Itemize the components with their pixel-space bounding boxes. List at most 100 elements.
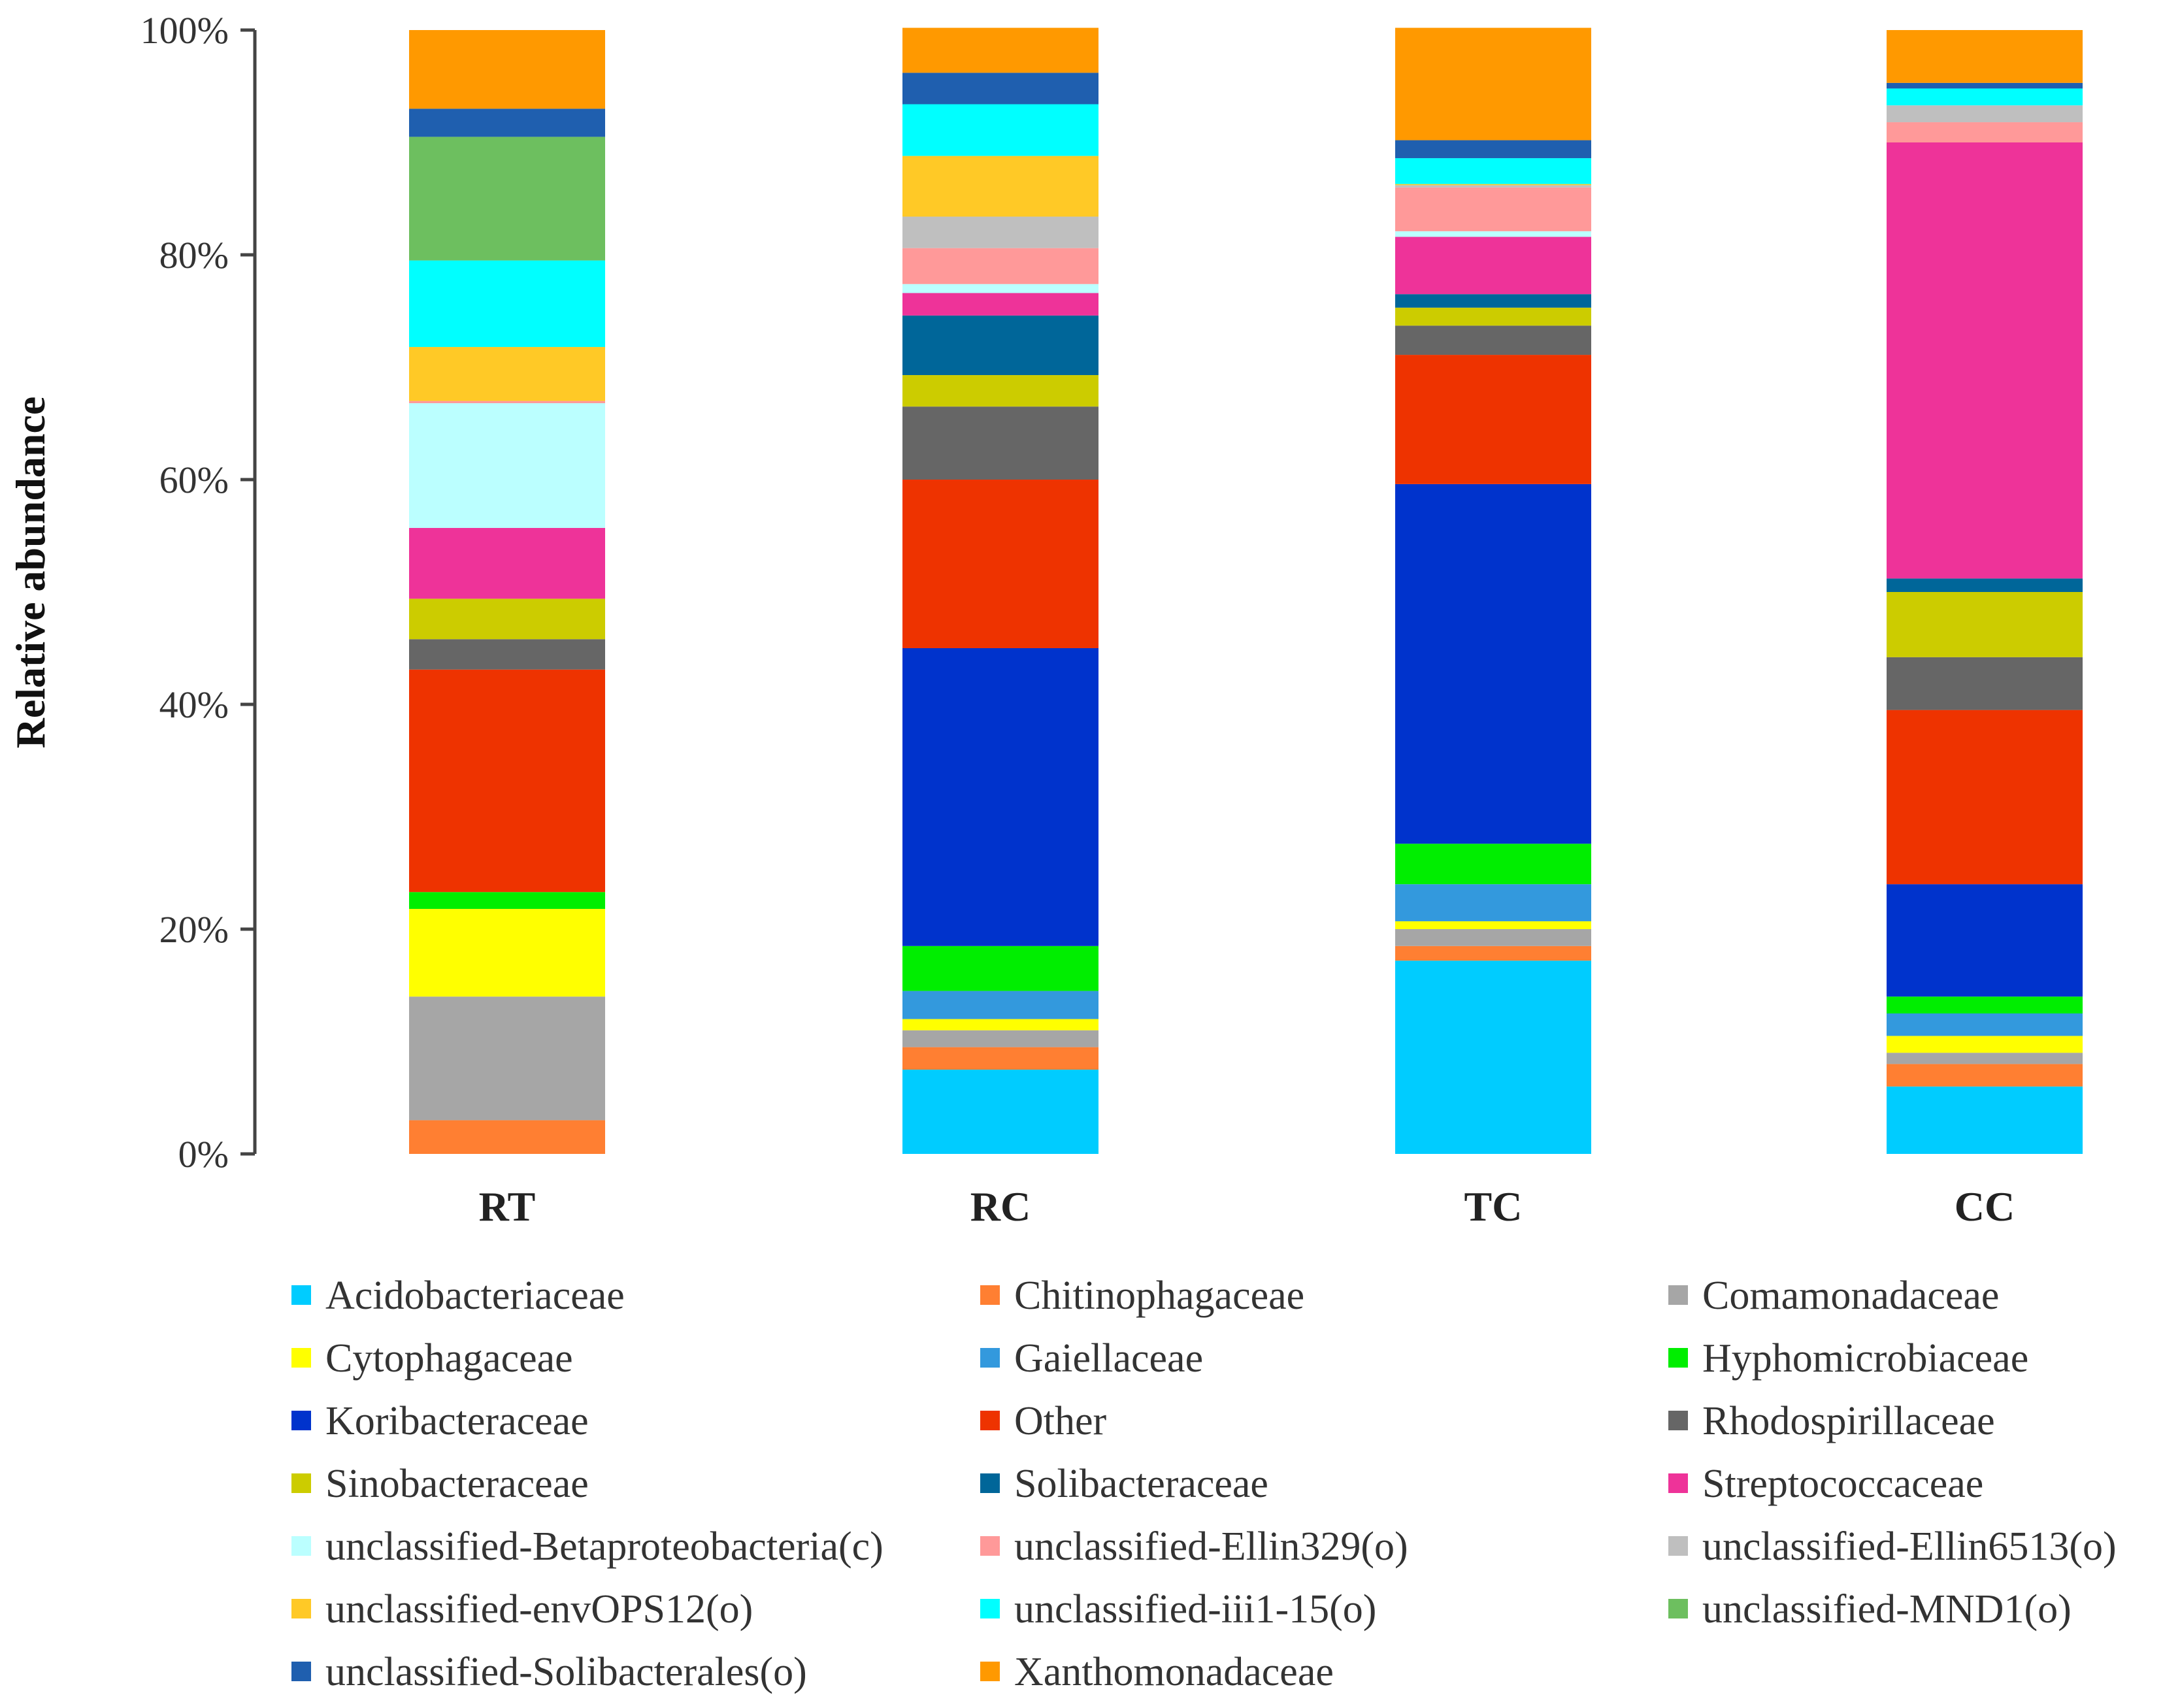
legend-swatch — [291, 1348, 311, 1368]
legend-label: Solibacteraceae — [1014, 1462, 1268, 1506]
bar-segment — [1395, 355, 1591, 484]
legend: Acidobacteriaceae Chitinophagaceae Comamon… — [291, 1273, 2117, 1694]
legend-label: unclassified-Solibacterales(o) — [325, 1650, 807, 1694]
legend-swatch — [1668, 1348, 1688, 1368]
legend-swatch — [980, 1348, 1000, 1368]
bar-segment — [409, 892, 605, 910]
legend-label: unclassified-envOPS12(o) — [325, 1587, 753, 1632]
bar-segment — [1395, 27, 1591, 140]
bar-segment — [902, 284, 1098, 293]
bar-segment — [1395, 158, 1591, 184]
bar-segment — [1887, 105, 2083, 123]
y-tick-label: 0% — [178, 1133, 229, 1175]
bar-segment — [902, 648, 1098, 946]
y-tick-label: 100% — [140, 9, 229, 52]
bars — [409, 27, 2083, 1154]
bar-segment — [1395, 844, 1591, 885]
bar-segment — [1887, 1064, 2083, 1087]
legend-swatch — [1668, 1411, 1688, 1430]
bar-segment — [409, 347, 605, 401]
bar-segment — [902, 248, 1098, 284]
legend-label: Comamonadaceae — [1702, 1273, 1999, 1318]
legend-label: unclassified-iii1-15(o) — [1014, 1587, 1376, 1632]
x-category-label: CC — [1955, 1183, 2015, 1230]
bar-segment — [409, 137, 605, 261]
bar-segment — [902, 480, 1098, 648]
legend-swatch — [291, 1411, 311, 1430]
legend-label: Koribacteraceae — [325, 1399, 589, 1443]
x-axis-categories: RT RC TC CC — [479, 1183, 2015, 1230]
bar-segment — [1395, 231, 1591, 237]
bar-segment — [902, 991, 1098, 1019]
legend-label: Chitinophagaceae — [1014, 1273, 1304, 1318]
bar-segment — [409, 30, 605, 109]
bar-segment — [409, 401, 605, 404]
bar-segment — [1395, 184, 1591, 186]
y-tick-label: 60% — [159, 459, 229, 501]
bar-segment — [1395, 237, 1591, 295]
legend-label: Streptococcaceae — [1702, 1462, 1983, 1506]
legend-swatch — [980, 1473, 1000, 1493]
bar-segment — [1887, 30, 2083, 83]
bar-segment — [902, 1019, 1098, 1030]
bar-segment — [409, 639, 605, 670]
bar-segment — [1887, 578, 2083, 592]
bar-segment — [1887, 657, 2083, 710]
bar-segment — [1887, 122, 2083, 142]
bar-segment — [1887, 996, 2083, 1013]
y-tick-label: 40% — [159, 683, 229, 726]
bar-segment — [902, 406, 1098, 480]
legend-swatch — [291, 1599, 311, 1618]
legend-swatch — [291, 1662, 311, 1681]
bar-segment — [1887, 1086, 2083, 1154]
legend-swatch — [291, 1473, 311, 1493]
bar-segment — [409, 669, 605, 893]
bar-segment — [1887, 884, 2083, 997]
bar-segment — [409, 260, 605, 348]
bar-segment — [1395, 929, 1591, 946]
bar-segment — [409, 527, 605, 599]
y-tick-label: 20% — [159, 908, 229, 951]
legend-swatch — [1668, 1599, 1688, 1618]
bar-segment — [902, 104, 1098, 156]
bar-segment — [409, 1120, 605, 1154]
legend-swatch — [1668, 1473, 1688, 1493]
legend-label: Xanthomonadaceae — [1014, 1650, 1334, 1694]
bar-segment — [1395, 921, 1591, 929]
bar-segment — [1395, 187, 1591, 231]
legend-swatch — [291, 1285, 311, 1305]
bar-segment — [1395, 961, 1591, 1154]
bar-segment — [902, 216, 1098, 248]
bar-segment — [1395, 140, 1591, 159]
legend-swatch — [1668, 1536, 1688, 1556]
bar-segment — [409, 403, 605, 528]
legend-swatch — [1668, 1285, 1688, 1305]
bar-segment — [902, 945, 1098, 991]
bar-segment — [1887, 1013, 2083, 1036]
legend-label: Cytophagaceae — [325, 1336, 573, 1381]
y-axis-label: Relative abundance — [7, 397, 54, 749]
bar-segment — [902, 27, 1098, 73]
legend-label: unclassified-MND1(o) — [1702, 1587, 2072, 1632]
legend-label: Acidobacteriaceae — [325, 1273, 625, 1318]
bar-segment — [1887, 1053, 2083, 1064]
x-category-label: TC — [1464, 1183, 1523, 1230]
bar-segment — [1887, 592, 2083, 657]
legend-swatch — [980, 1536, 1000, 1556]
bar-segment — [1395, 884, 1591, 921]
bar-segment — [1395, 185, 1591, 188]
legend-label: unclassified-Ellin329(o) — [1014, 1524, 1408, 1569]
bar-segment — [1395, 484, 1591, 844]
legend-label: Rhodospirillaceae — [1702, 1399, 1995, 1443]
bar-segment — [1887, 82, 2083, 89]
legend-label: Gaiellaceae — [1014, 1336, 1203, 1381]
bar-segment — [902, 1030, 1098, 1047]
legend-swatch — [980, 1599, 1000, 1618]
legend-label: unclassified-Ellin6513(o) — [1702, 1524, 2117, 1569]
bar-segment — [1887, 710, 2083, 885]
bar-segment — [409, 108, 605, 137]
legend-label: Hyphomicrobiaceae — [1702, 1336, 2028, 1381]
bar-segment — [902, 375, 1098, 407]
bar-segment — [1887, 88, 2083, 106]
